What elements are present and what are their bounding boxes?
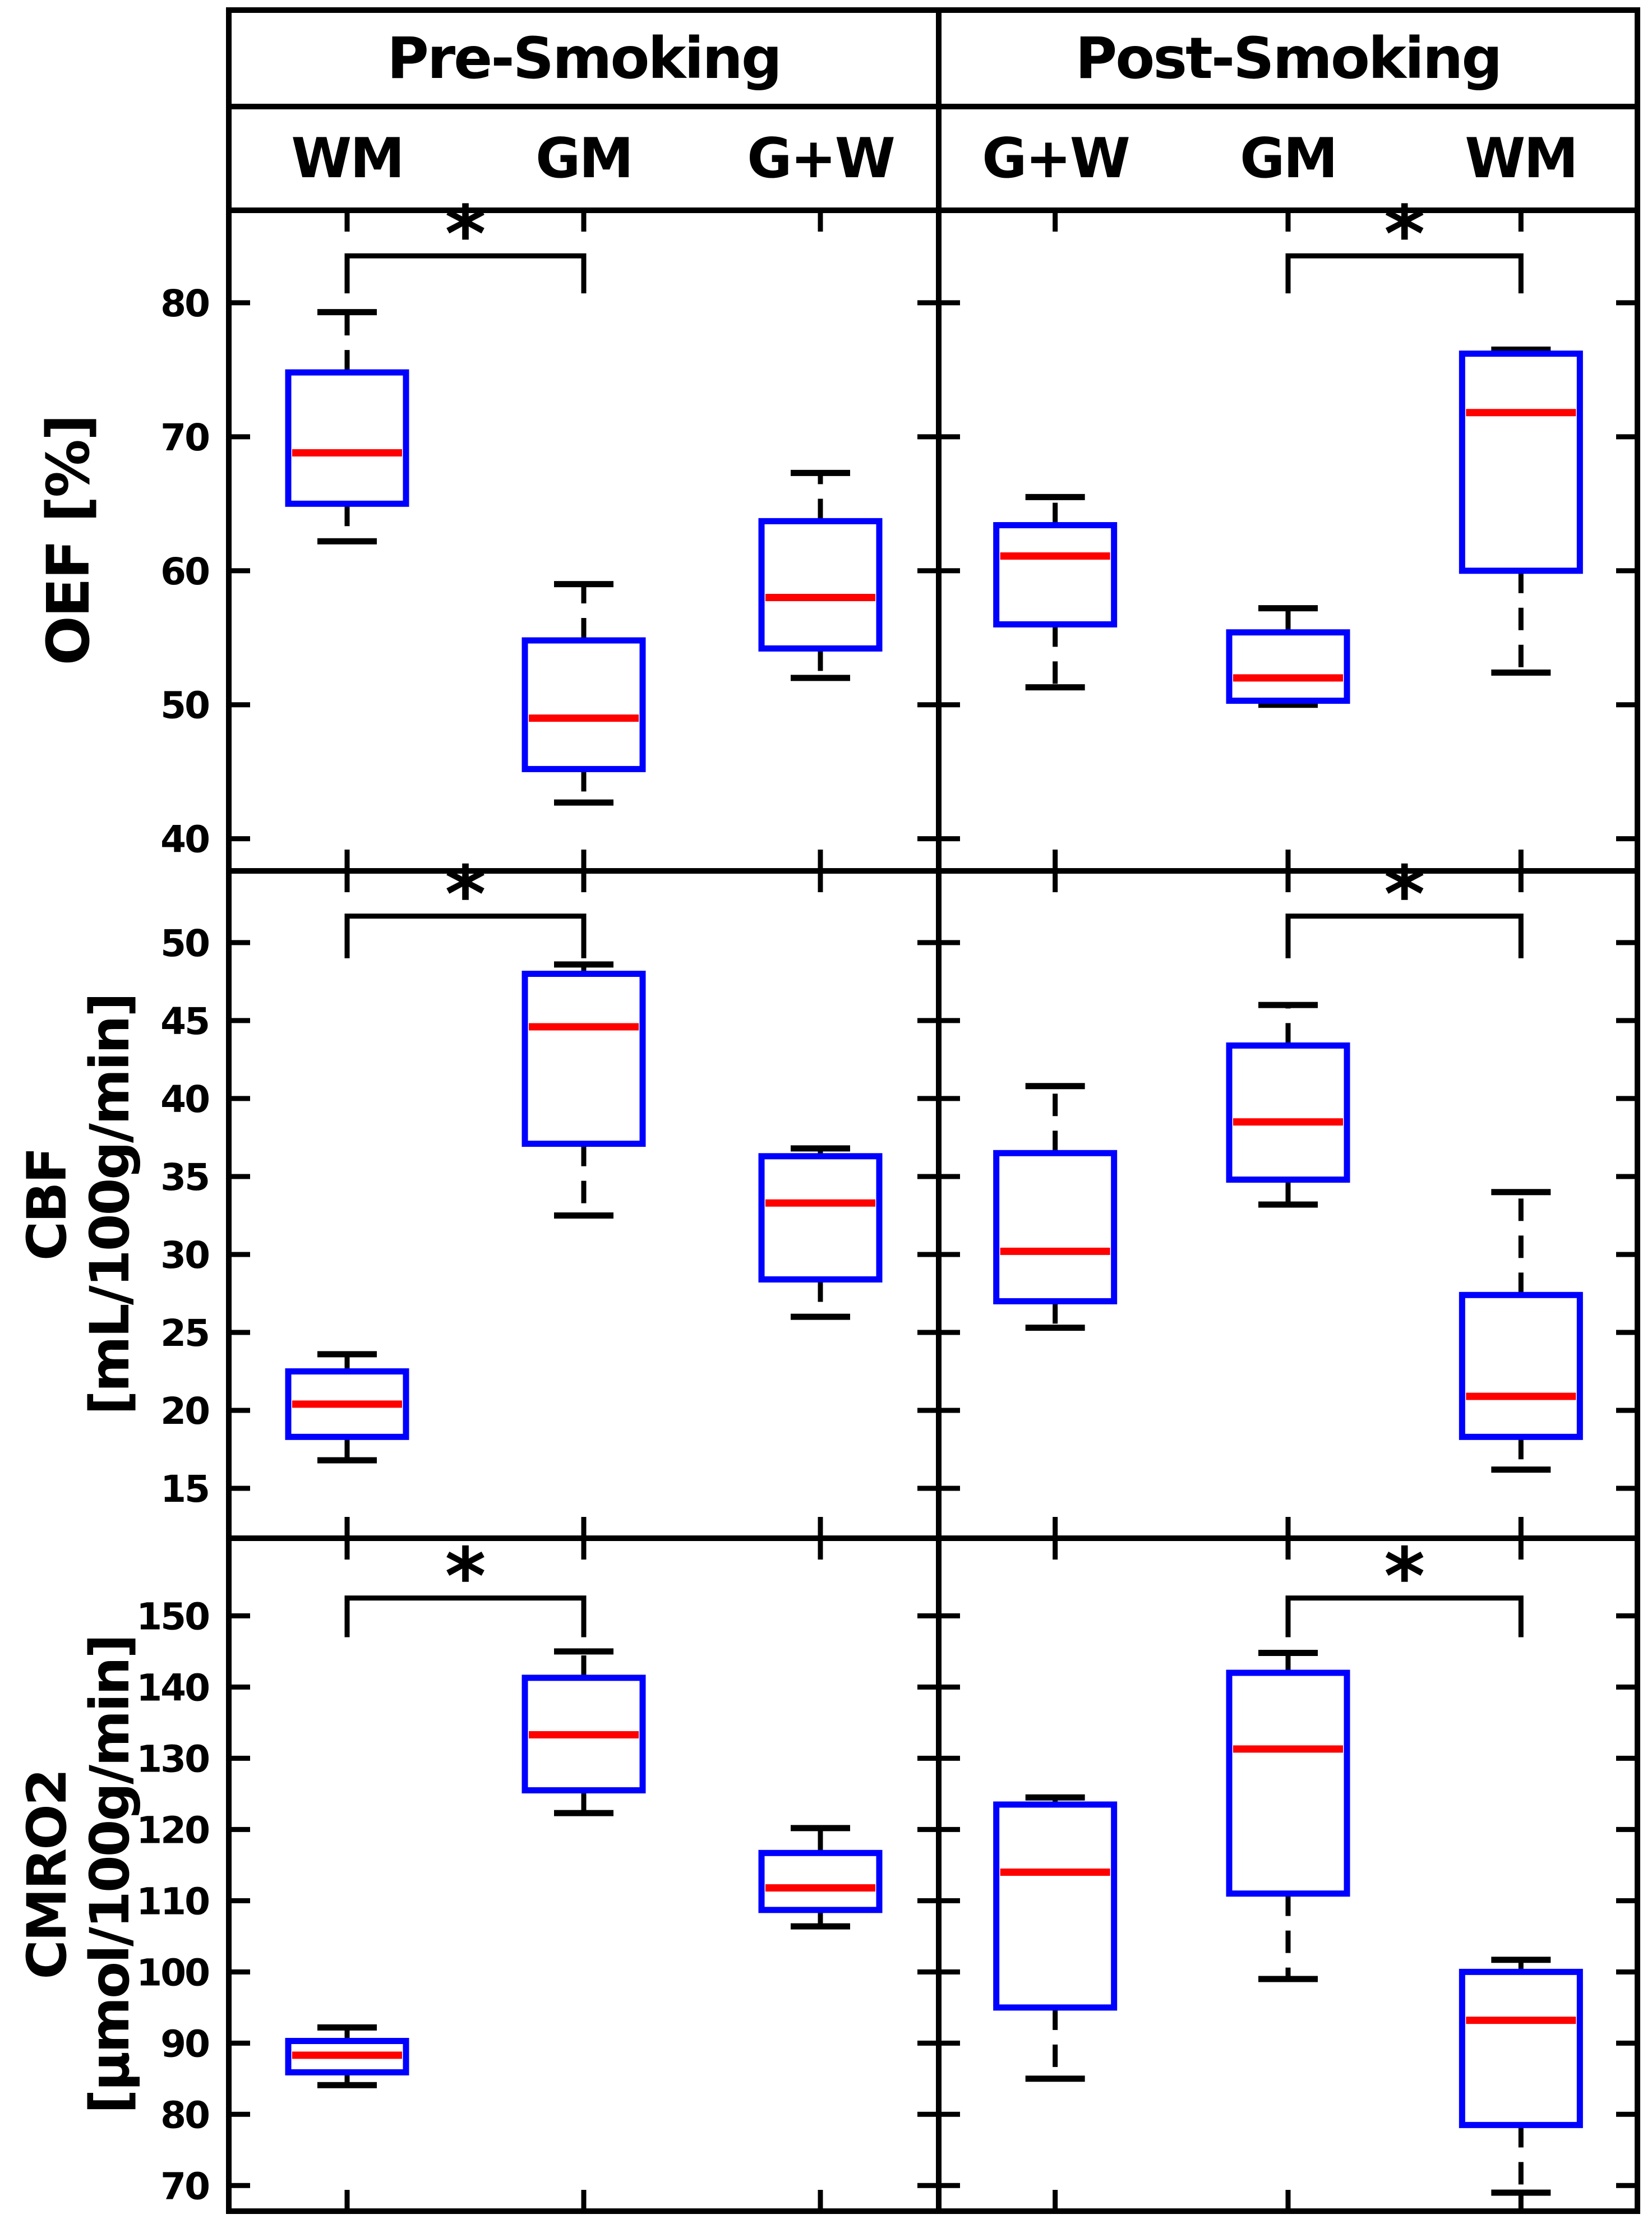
significance-bracket — [344, 253, 587, 294]
group-label-post-gm: GM — [1240, 126, 1338, 191]
significance-bracket — [1285, 253, 1524, 294]
group-label-pre-wm: WM — [291, 126, 405, 191]
y-axis-label-oef: OEF [%] — [34, 416, 103, 666]
boxplot-box — [758, 518, 883, 652]
boxplot-box — [522, 637, 646, 772]
significance-bracket — [1285, 1595, 1524, 1637]
boxplot-box — [1226, 629, 1350, 704]
y-tick-label: 80 — [160, 2093, 209, 2137]
group-label-pre-gm: GM — [536, 126, 634, 191]
y-tick-label: 35 — [160, 1156, 209, 1199]
y-tick-label: 50 — [160, 684, 209, 727]
y-tick-label: 150 — [136, 1595, 209, 1638]
group-label-pre-gw: G+W — [747, 126, 896, 191]
significance-star: * — [1384, 189, 1425, 280]
y-tick-label: 45 — [160, 1000, 209, 1043]
significance-star: * — [445, 189, 486, 280]
y-tick-label: 40 — [160, 818, 209, 861]
y-tick-label: 20 — [160, 1390, 209, 1433]
column-header-pre-smoking: Pre-Smoking — [387, 25, 782, 92]
column-header-post-smoking: Post-Smoking — [1075, 25, 1503, 92]
significance-star: * — [445, 1532, 486, 1623]
boxplot-box — [758, 1153, 883, 1283]
group-label-post-wm: WM — [1465, 126, 1579, 191]
y-tick-label: 100 — [136, 1951, 209, 1994]
boxplot-box — [1459, 1968, 1583, 2128]
y-axis-label-cmro2-line2: [μmol/100g/min] — [79, 1635, 141, 2114]
significance-star: * — [1384, 1532, 1425, 1623]
boxplot-box — [522, 971, 646, 1147]
significance-bracket — [1285, 914, 1524, 958]
boxplot-box — [993, 522, 1118, 628]
y-axis-label-oef-text: OEF [%] — [34, 416, 103, 666]
y-axis-label-cbf-line2: [mL/100g/min] — [79, 994, 141, 1415]
boxplot-box — [285, 369, 409, 507]
y-tick-label: 15 — [160, 1468, 209, 1511]
y-tick-label: 80 — [160, 282, 209, 325]
boxplot-box — [1459, 350, 1583, 574]
y-tick-label: 120 — [136, 1809, 209, 1852]
significance-star: * — [1384, 850, 1425, 941]
y-tick-label: 70 — [160, 416, 209, 459]
y-tick-label: 110 — [136, 1880, 209, 1923]
y-tick-label: 70 — [160, 2165, 209, 2208]
y-tick-label: 40 — [160, 1078, 209, 1121]
group-label-post-gw: G+W — [982, 126, 1130, 191]
y-tick-label: 30 — [160, 1234, 209, 1277]
y-axis-label-cmro2-line1: CMRO2 — [16, 1770, 79, 1980]
boxplot-box — [993, 1801, 1118, 2011]
y-axis-label-cbf: CBF [mL/100g/min] — [16, 994, 141, 1415]
y-tick-label: 50 — [160, 922, 209, 965]
boxplot-box — [758, 1849, 883, 1913]
significance-bracket — [344, 914, 587, 958]
boxplot-box — [993, 1150, 1118, 1304]
y-tick-label: 140 — [136, 1666, 209, 1709]
boxplot-box — [1459, 1291, 1583, 1440]
boxplot-box — [1226, 1042, 1350, 1183]
significance-bracket — [344, 1595, 587, 1637]
y-tick-label: 60 — [160, 550, 209, 593]
y-tick-label: 130 — [136, 1737, 209, 1780]
significance-star: * — [445, 850, 486, 941]
boxplot-box — [1226, 1669, 1350, 1897]
y-tick-label: 25 — [160, 1312, 209, 1355]
y-tick-label: 90 — [160, 2022, 209, 2065]
y-axis-label-cbf-line1: CBF — [16, 1148, 79, 1261]
y-axis-label-cmro2: CMRO2 [μmol/100g/min] — [16, 1636, 141, 2114]
